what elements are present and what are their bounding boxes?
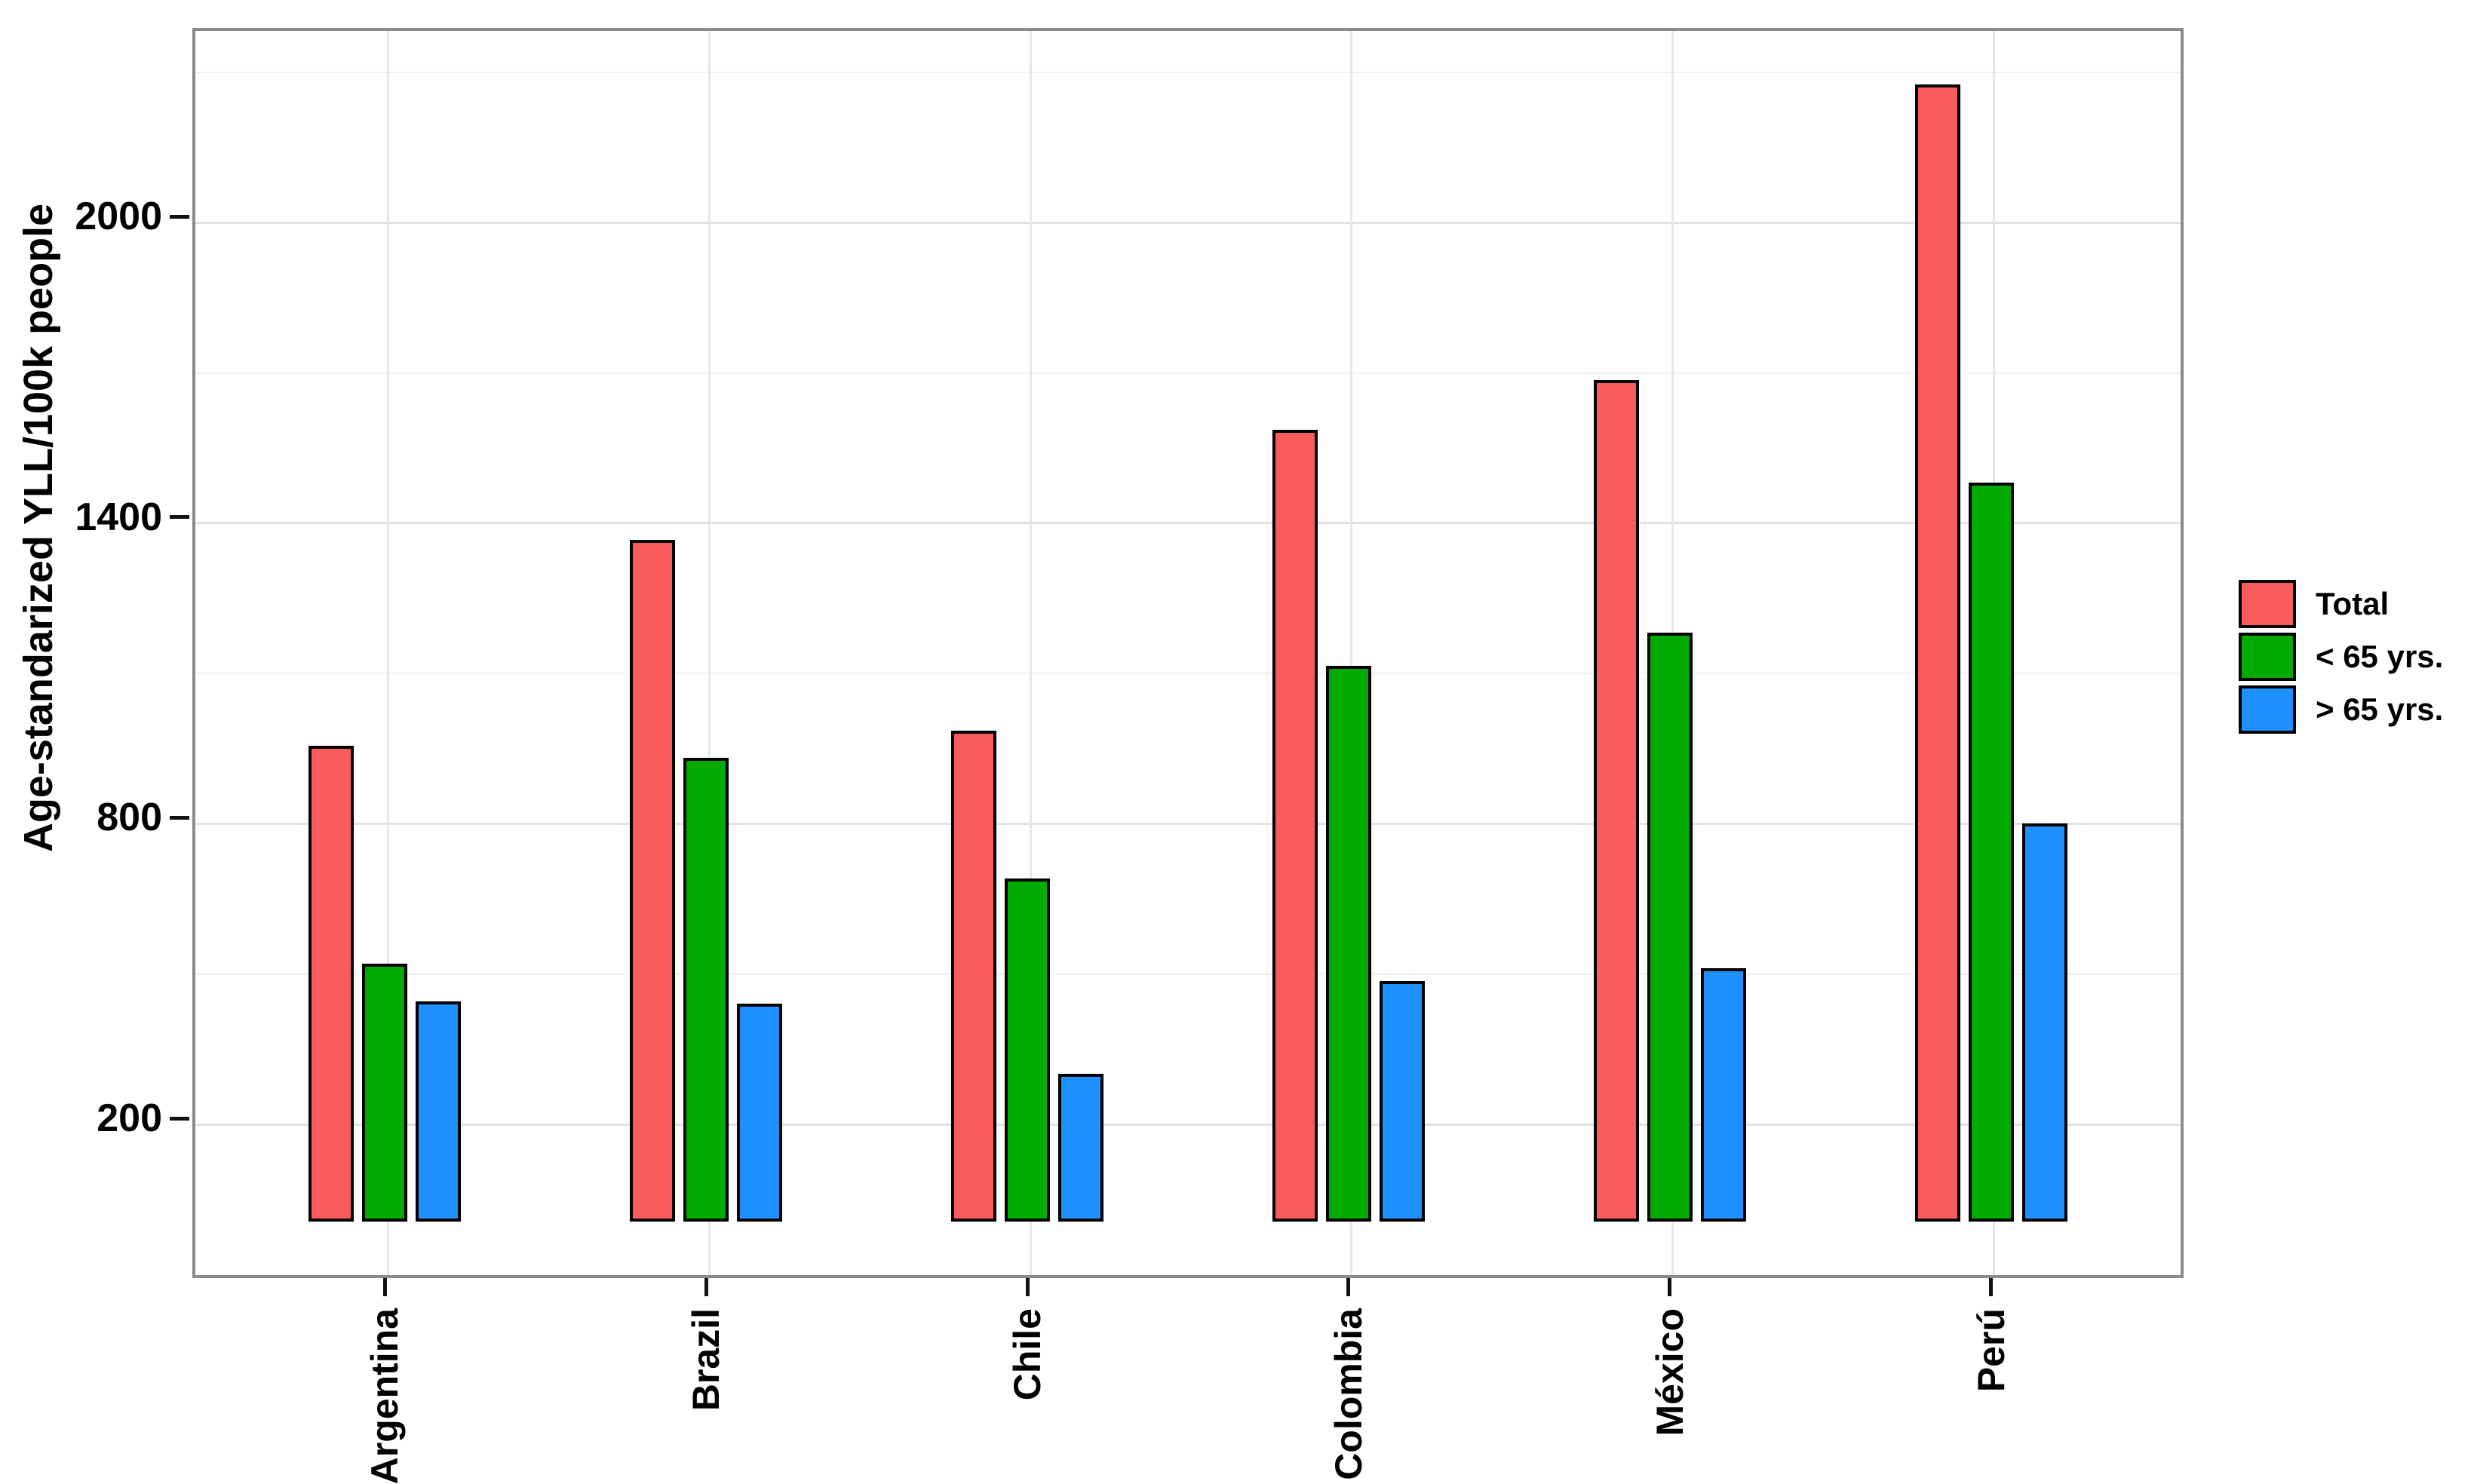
bar-65-yrs-brazil bbox=[683, 758, 729, 1222]
legend-swatch bbox=[2239, 685, 2296, 734]
gridline-minor bbox=[195, 673, 2181, 675]
legend-label: Total bbox=[2316, 586, 2390, 621]
x-tick-mark bbox=[1668, 1278, 1672, 1296]
y-tick-mark bbox=[170, 815, 189, 820]
legend-item: Total bbox=[2239, 578, 2443, 630]
gridline-major bbox=[195, 822, 2181, 825]
y-tick-label: 800 bbox=[97, 796, 162, 840]
gridline-vertical bbox=[386, 31, 389, 1275]
bar-65-yrs-méxico bbox=[1647, 633, 1693, 1222]
bar-65-yrs-chile bbox=[1005, 878, 1051, 1222]
y-tick-mark bbox=[170, 1116, 189, 1121]
bar-65-yrs-colombia bbox=[1379, 981, 1425, 1222]
x-axis: Argentina Brazil Chile Colombia México Perú bbox=[192, 1278, 2184, 1484]
plot-panel bbox=[192, 28, 2184, 1278]
x-tick-label: México bbox=[1648, 1308, 1691, 1436]
gridline-vertical bbox=[1350, 31, 1353, 1275]
gridline-minor bbox=[195, 372, 2181, 374]
x-tick-label: Argentina bbox=[364, 1308, 407, 1484]
bar-65-yrs-argentina bbox=[416, 1001, 462, 1222]
legend-swatch bbox=[2239, 580, 2296, 628]
legend-item: > 65 yrs. bbox=[2239, 683, 2443, 736]
x-tick-label: Colombia bbox=[1327, 1308, 1370, 1480]
legend-item: < 65 yrs. bbox=[2239, 630, 2443, 683]
legend-swatch bbox=[2239, 633, 2296, 681]
gridline-vertical bbox=[708, 31, 711, 1275]
bar-65-yrs-argentina bbox=[362, 963, 408, 1222]
legend: Total < 65 yrs. > 65 yrs. bbox=[2239, 578, 2443, 736]
x-tick-mark bbox=[704, 1278, 708, 1296]
x-tick-mark bbox=[1989, 1278, 1994, 1296]
y-tick-label: 200 bbox=[97, 1096, 162, 1141]
x-tick-label: Brazil bbox=[685, 1308, 728, 1412]
x-tick-mark bbox=[1025, 1278, 1030, 1296]
x-tick-label: Perú bbox=[1969, 1308, 2012, 1393]
legend-label: < 65 yrs. bbox=[2316, 639, 2444, 674]
bar-65-yrs-brazil bbox=[737, 1003, 783, 1222]
bar-65-yrs-perú bbox=[2021, 823, 2067, 1222]
y-tick-label: 2000 bbox=[75, 195, 162, 239]
bar-65-yrs-colombia bbox=[1325, 665, 1371, 1222]
gridline-major bbox=[195, 522, 2181, 525]
x-tick-mark bbox=[382, 1278, 387, 1296]
gridline-major bbox=[195, 1123, 2181, 1126]
x-tick-mark bbox=[1346, 1278, 1351, 1296]
bar-total-méxico bbox=[1593, 379, 1639, 1222]
legend-label: > 65 yrs. bbox=[2316, 691, 2444, 727]
bar-total-argentina bbox=[308, 745, 355, 1222]
y-tick-label: 1400 bbox=[75, 495, 162, 539]
bar-total-brazil bbox=[630, 540, 676, 1222]
gridline-minor bbox=[195, 71, 2181, 73]
bar-total-colombia bbox=[1272, 430, 1318, 1222]
bar-65-yrs-perú bbox=[1968, 483, 2014, 1222]
gridline-vertical bbox=[1029, 31, 1032, 1275]
y-tick-mark bbox=[170, 515, 189, 520]
bar-65-yrs-chile bbox=[1058, 1074, 1104, 1222]
x-tick-label: Chile bbox=[1006, 1308, 1049, 1401]
y-tick-mark bbox=[170, 214, 189, 219]
bar-65-yrs-méxico bbox=[1700, 968, 1746, 1222]
bar-total-perú bbox=[1914, 84, 1960, 1222]
y-axis: 200 800 1400 2000 bbox=[0, 28, 192, 1278]
gridline-major bbox=[195, 221, 2181, 224]
bar-total-chile bbox=[951, 730, 997, 1222]
gridline-minor bbox=[195, 973, 2181, 975]
